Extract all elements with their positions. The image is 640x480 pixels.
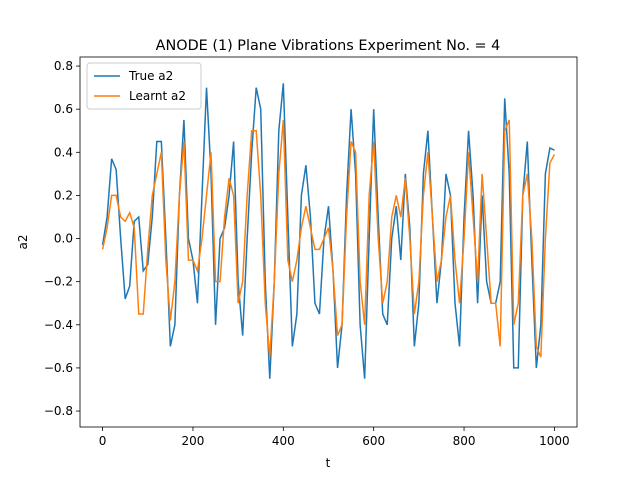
y-tick-label: −0.6 — [44, 361, 73, 375]
x-tick-label: 600 — [362, 434, 385, 448]
x-tick-label: 1000 — [539, 434, 570, 448]
line-series — [101, 119, 556, 358]
y-tick-label: −0.4 — [44, 318, 73, 332]
chart-title: ANODE (1) Plane Vibrations Experiment No… — [156, 38, 501, 54]
x-tick-label: 0 — [99, 434, 107, 448]
y-tick-label: 0.8 — [54, 59, 73, 73]
y-tick-label: 0.0 — [54, 232, 73, 246]
x-tick-label: 800 — [453, 434, 476, 448]
legend-label: True a2 — [128, 69, 173, 83]
x-tick-label: 400 — [272, 434, 295, 448]
plot-frame — [79, 56, 578, 428]
y-tick-label: 0.2 — [54, 188, 73, 202]
x-axis-label: t — [326, 456, 331, 470]
x-tick-label: 200 — [182, 434, 205, 448]
y-tick-label: −0.8 — [44, 404, 73, 418]
y-tick-label: 0.6 — [54, 102, 73, 116]
legend-label: Learnt a2 — [129, 89, 186, 103]
legend-box — [86, 62, 202, 110]
y-axis-label: a2 — [16, 235, 30, 250]
y-tick-label: 0.4 — [54, 145, 73, 159]
y-tick-label: −0.2 — [44, 275, 73, 289]
line-series — [101, 83, 555, 379]
